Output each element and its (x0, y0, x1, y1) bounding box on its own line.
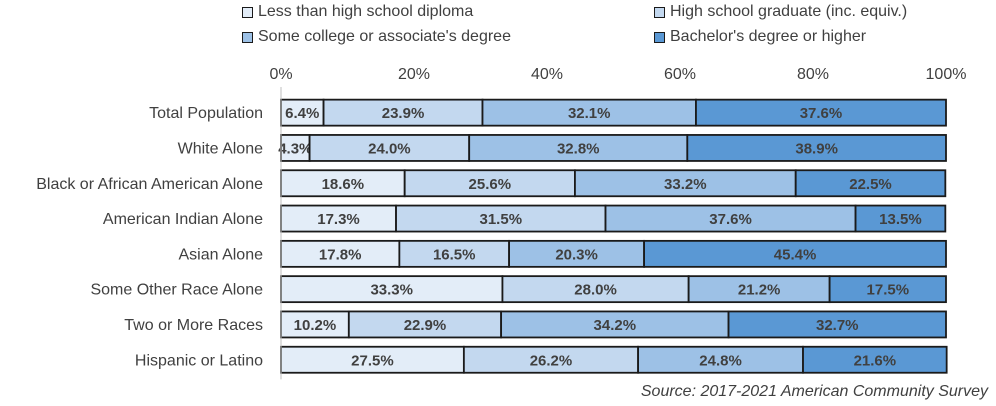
category-label: Total Population (149, 105, 263, 122)
x-tick-label: 20% (398, 66, 430, 83)
data-label: 45.4% (774, 246, 817, 263)
data-label: 37.6% (709, 211, 752, 228)
bar-segment (347, 310, 503, 339)
data-label: 6.4% (285, 105, 319, 122)
data-label: 31.5% (480, 211, 523, 228)
bar-segment (481, 98, 697, 127)
legend-swatch-hs-graduate (654, 6, 665, 18)
data-label: 32.1% (568, 105, 611, 122)
data-label: 23.9% (382, 105, 425, 122)
data-label: 21.2% (738, 282, 781, 299)
legend-item-bachelors: Bachelor's degree or higher (654, 28, 866, 46)
legend: Less than high school diploma High schoo… (240, 0, 980, 52)
legend-item-less-than-hs: Less than high school diploma (242, 3, 473, 21)
data-label: 32.8% (557, 140, 600, 157)
bar-segment (854, 204, 947, 233)
x-tick-label: 0% (269, 66, 292, 83)
data-label: 22.9% (404, 317, 447, 334)
x-tick-label: 60% (664, 66, 696, 83)
legend-label-bachelors: Bachelor's degree or higher (670, 28, 867, 45)
data-label: 38.9% (795, 140, 838, 157)
data-label: 13.5% (879, 211, 922, 228)
data-label: 28.0% (574, 282, 617, 299)
data-label: 10.2% (294, 317, 337, 334)
data-label: 18.6% (322, 176, 365, 193)
data-label: 17.3% (317, 211, 360, 228)
x-tick-label: 40% (531, 66, 563, 83)
bar-segment (501, 275, 690, 304)
data-label: 37.6% (800, 105, 843, 122)
data-label: 17.8% (319, 246, 362, 263)
bar-segment (280, 239, 401, 268)
legend-item-some-college: Some college or associate's degree (242, 28, 511, 46)
data-label: 16.5% (433, 246, 476, 263)
data-label: 33.2% (664, 176, 707, 193)
data-label: 34.2% (594, 317, 637, 334)
bar-segment (322, 98, 484, 127)
category-label: Black or African American Alone (36, 176, 263, 193)
bar-segment (403, 169, 576, 198)
x-tick-label: 80% (797, 66, 829, 83)
bar-segment (637, 345, 804, 374)
data-label: 24.8% (699, 352, 742, 369)
data-label: 24.0% (368, 140, 411, 157)
x-tick-label: 100% (926, 66, 967, 83)
category-label: Hispanic or Latino (135, 352, 263, 369)
legend-item-hs-graduate: High school graduate (inc. equiv.) (654, 3, 907, 21)
data-label: 33.3% (370, 282, 413, 299)
legend-label-less-than-hs: Less than high school diploma (258, 3, 474, 20)
data-label: 17.5% (867, 282, 910, 299)
bar-segment (604, 204, 857, 233)
legend-swatch-bachelors (654, 31, 665, 43)
data-label: 4.3% (278, 140, 312, 157)
bar-segment (794, 169, 947, 198)
bar-segment (695, 98, 947, 127)
legend-swatch-some-college (242, 31, 253, 43)
legend-swatch-less-than-hs (242, 6, 253, 18)
legend-label-hs-graduate: High school graduate (inc. equiv.) (670, 3, 908, 20)
category-label: Some Other Race Alone (90, 282, 263, 299)
bar-segment (828, 275, 947, 304)
bar-segment (280, 169, 406, 198)
data-label: 21.6% (854, 352, 897, 369)
data-label: 26.2% (530, 352, 573, 369)
data-label: 27.5% (351, 352, 394, 369)
bar-segment (802, 345, 948, 374)
bar-segment (727, 310, 947, 339)
bar-segment (308, 134, 471, 162)
category-label: White Alone (178, 140, 263, 157)
data-label: 22.5% (849, 176, 892, 193)
bar-segment (280, 134, 311, 162)
bar-segment (643, 239, 947, 268)
category-label: Asian Alone (178, 246, 263, 263)
data-label: 25.6% (469, 176, 512, 193)
data-label: 32.7% (816, 317, 859, 334)
data-label: 20.3% (555, 246, 598, 263)
source-note: Source: 2017-2021 American Community Sur… (640, 383, 988, 400)
bar-segment (686, 134, 947, 162)
category-label: American Indian Alone (103, 211, 263, 228)
legend-label-some-college: Some college or associate's degree (258, 28, 511, 45)
category-label: Two or More Races (124, 317, 263, 334)
bar-segment (280, 310, 350, 339)
